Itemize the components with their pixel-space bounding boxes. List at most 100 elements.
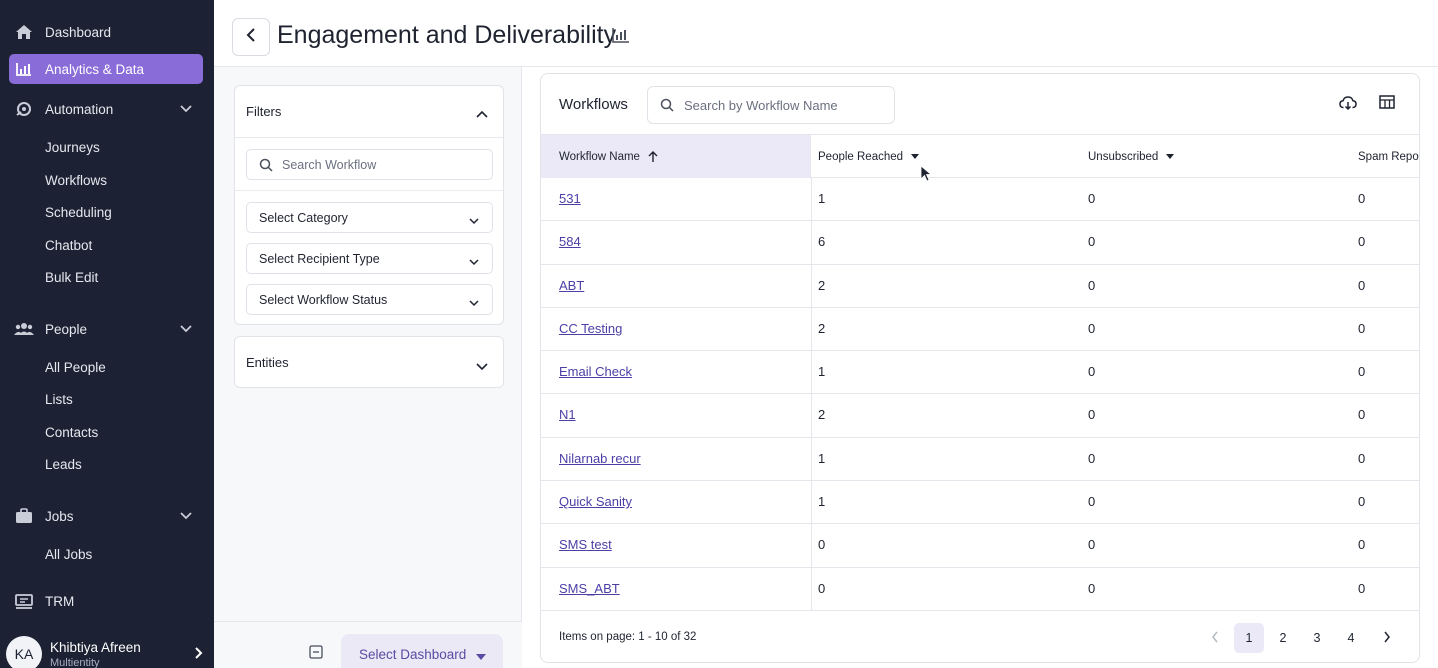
sidebar-subitem-scheduling[interactable]: Scheduling <box>45 205 112 220</box>
workflow-search-field[interactable] <box>246 149 493 180</box>
collapse-icon[interactable] <box>309 645 323 664</box>
user-profile[interactable]: KA Khibtiya Afreen Multientity <box>0 628 214 668</box>
spam-reports-cell: 0 <box>1358 277 1366 293</box>
next-page-button[interactable] <box>1372 623 1402 653</box>
sidebar-subitem-leads[interactable]: Leads <box>45 457 82 472</box>
unsubscribed-cell: 0 <box>1088 450 1096 466</box>
workflow-link[interactable]: 531 <box>559 191 581 206</box>
sidebar-item-dashboard[interactable]: Dashboard <box>9 17 203 47</box>
select-dashboard-label: Select Dashboard <box>359 646 467 662</box>
chevron-up-icon[interactable] <box>475 106 489 124</box>
filters-card: Filters Select Category Select Recipient… <box>234 85 504 325</box>
sidebar-item-label: Jobs <box>45 508 74 524</box>
sidebar-item-label: TRM <box>45 593 75 609</box>
automation-icon <box>13 100 35 118</box>
filter-panel: Filters Select Category Select Recipient… <box>214 67 522 668</box>
page-button-3[interactable]: 3 <box>1313 631 1321 645</box>
workflow-link[interactable]: N1 <box>559 407 576 423</box>
page-button-2[interactable]: 2 <box>1279 631 1287 645</box>
sidebar-item-trm[interactable]: TRM <box>9 586 203 616</box>
table-body: 531 1 0 0 584 6 0 0 ABT 2 0 0 CC Testing… <box>541 178 1419 611</box>
table-row: N1 2 0 0 <box>541 394 1419 438</box>
table-row: 584 6 0 0 <box>541 221 1419 265</box>
column-label: Workflow Name <box>559 150 640 163</box>
sidebar-subitem-bulk-edit[interactable]: Bulk Edit <box>45 270 99 285</box>
trm-icon <box>13 592 35 610</box>
people-reached-cell: 2 <box>818 277 826 293</box>
back-button[interactable] <box>232 18 270 56</box>
home-icon <box>13 23 35 41</box>
sidebar-item-analytics[interactable]: Analytics & Data <box>9 54 203 84</box>
page-button-4[interactable]: 4 <box>1347 631 1355 645</box>
divider <box>235 137 503 138</box>
workflow-link[interactable]: ABT <box>559 277 585 293</box>
workflow-link[interactable]: Quick Sanity <box>559 494 632 510</box>
table-row: SMS test 0 0 0 <box>541 524 1419 568</box>
unsubscribed-cell: 0 <box>1088 537 1096 553</box>
column-label: Unsubscribed <box>1088 150 1159 163</box>
mouse-cursor-icon <box>920 165 933 188</box>
column-header-spam-reports[interactable]: Spam Repor <box>1358 135 1419 178</box>
sidebar-subitem-all-jobs[interactable]: All Jobs <box>45 547 93 562</box>
avatar: KA <box>6 636 42 668</box>
sidebar-subitem-workflows[interactable]: Workflows <box>45 173 108 188</box>
sidebar-item-label: Automation <box>45 101 114 117</box>
table-row: ABT 2 0 0 <box>541 265 1419 308</box>
select-dashboard-button[interactable]: Select Dashboard <box>341 634 503 668</box>
unsubscribed-cell: 0 <box>1088 234 1096 250</box>
column-label: People Reached <box>818 150 904 163</box>
recipient-type-select[interactable]: Select Recipient Type <box>246 243 493 274</box>
workflow-link[interactable]: 584 <box>559 234 581 250</box>
caret-down-icon <box>910 153 920 160</box>
sidebar-subitem-all-people[interactable]: All People <box>45 360 106 375</box>
table-row: SMS_ABT 0 0 0 <box>541 568 1419 611</box>
chevron-left-icon <box>245 27 257 48</box>
bar-chart-icon <box>13 60 35 78</box>
user-org: Multientity <box>50 657 100 668</box>
workflow-name-search-field[interactable] <box>647 86 895 124</box>
unsubscribed-cell: 0 <box>1088 494 1096 510</box>
workflow-link[interactable]: SMS_ABT <box>559 580 620 596</box>
caret-down-icon <box>475 649 487 664</box>
sidebar-item-people[interactable]: People <box>9 314 203 344</box>
category-select[interactable]: Select Category <box>246 202 493 233</box>
sidebar-item-label: Analytics & Data <box>45 61 145 77</box>
select-label: Select Category <box>259 210 348 225</box>
sidebar-item-label: Dashboard <box>45 24 112 40</box>
sidebar-subitem-journeys[interactable]: Journeys <box>45 140 100 155</box>
people-reached-cell: 1 <box>818 494 826 510</box>
select-label: Select Workflow Status <box>259 292 388 307</box>
table-row: Quick Sanity 1 0 0 <box>541 481 1419 525</box>
spam-reports-cell: 0 <box>1358 537 1366 553</box>
entities-accordion[interactable]: Entities <box>234 336 504 388</box>
workflow-link[interactable]: SMS test <box>559 537 612 553</box>
sidebar-subitem-contacts[interactable]: Contacts <box>45 425 99 440</box>
table-row: Email Check 1 0 0 <box>541 351 1419 395</box>
sidebar-item-automation[interactable]: Automation <box>9 94 203 124</box>
chevron-right-icon[interactable] <box>194 646 204 665</box>
workflow-search-input[interactable] <box>282 157 482 172</box>
workflow-name-search-input[interactable] <box>684 97 884 113</box>
table-header: Workflow Name People Reached Unsubscribe… <box>541 134 1419 178</box>
column-header-workflow-name[interactable]: Workflow Name <box>541 135 811 178</box>
sidebar-item-jobs[interactable]: Jobs <box>9 501 203 531</box>
page-button-1[interactable]: 1 <box>1234 623 1264 653</box>
column-header-unsubscribed[interactable]: Unsubscribed <box>1088 135 1175 178</box>
download-icon[interactable] <box>1339 95 1357 116</box>
report-chart-icon[interactable] <box>612 27 630 48</box>
workflow-status-select[interactable]: Select Workflow Status <box>246 284 493 315</box>
workflow-link[interactable]: CC Testing <box>559 320 623 336</box>
workflow-link[interactable]: Email Check <box>559 364 632 380</box>
dashboard-bar: Select Dashboard <box>214 621 522 668</box>
prev-page-button[interactable] <box>1200 623 1230 653</box>
table-columns-icon[interactable] <box>1379 95 1395 114</box>
workflows-table-card: Workflows Workflow Name People Reached U… <box>540 73 1420 663</box>
chevron-down-icon <box>468 255 480 269</box>
sidebar-subitem-chatbot[interactable]: Chatbot <box>45 238 93 253</box>
workflow-link[interactable]: Nilarnab recur <box>559 450 641 466</box>
user-name: Khibtiya Afreen <box>50 640 141 655</box>
sidebar-subitem-lists[interactable]: Lists <box>45 392 73 407</box>
sidebar-item-label: People <box>45 321 88 337</box>
unsubscribed-cell: 0 <box>1088 364 1096 380</box>
column-header-people-reached[interactable]: People Reached <box>818 135 920 178</box>
